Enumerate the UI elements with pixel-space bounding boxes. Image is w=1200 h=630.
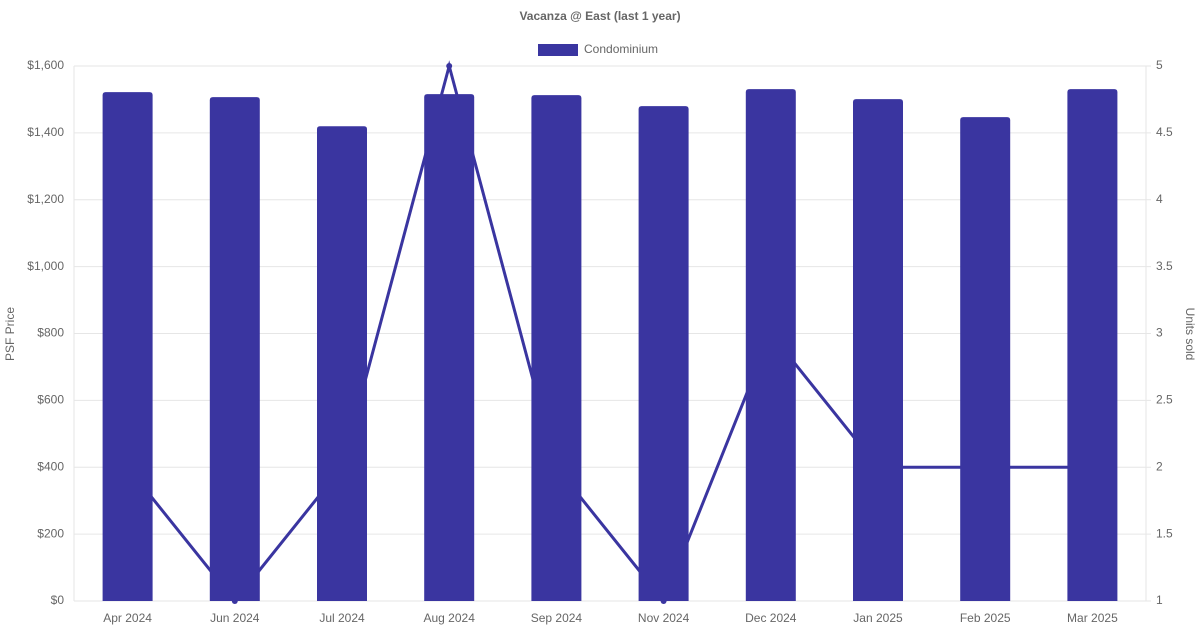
bar — [317, 126, 367, 601]
chart-title: Vacanza @ East (last 1 year) — [519, 9, 680, 23]
y-tick-label: $600 — [37, 393, 64, 407]
x-tick-label: Jan 2025 — [853, 611, 903, 625]
x-tick-label: Jun 2024 — [210, 611, 260, 625]
bar — [531, 95, 582, 601]
legend-label: Condominium — [584, 42, 658, 56]
y2-tick-label: 2.5 — [1156, 393, 1173, 407]
y2-tick-label: 1 — [1156, 593, 1163, 607]
legend-swatch — [538, 44, 578, 56]
bar — [638, 106, 689, 601]
bar — [209, 97, 260, 602]
y2-axis-title: Units sold — [1183, 308, 1197, 361]
line-point — [446, 63, 453, 69]
y-axis-title: PSF Price — [3, 307, 17, 361]
y-tick-label: $800 — [37, 326, 64, 340]
y-tick-label: $200 — [37, 526, 64, 540]
x-tick-label: Apr 2024 — [103, 611, 152, 625]
y-tick-label: $400 — [37, 459, 64, 473]
bar — [853, 99, 903, 602]
y2-tick-label: 5 — [1156, 58, 1163, 72]
x-tick-label: Sep 2024 — [531, 611, 583, 625]
bar — [102, 92, 153, 602]
x-tick-label: Aug 2024 — [424, 611, 476, 625]
bar — [745, 89, 796, 602]
x-tick-label: Mar 2025 — [1067, 611, 1118, 625]
y2-tick-label: 1.5 — [1156, 526, 1173, 540]
y-tick-label: $0 — [51, 593, 65, 607]
x-tick-label: Feb 2025 — [960, 611, 1011, 625]
x-tick-label: Dec 2024 — [745, 611, 797, 625]
y-tick-label: $1,400 — [27, 125, 64, 139]
line — [126, 60, 1093, 604]
y-tick-label: $1,200 — [27, 192, 64, 206]
bar — [1067, 89, 1118, 602]
y2-tick-label: 3 — [1156, 326, 1163, 340]
y2-tick-label: 2 — [1156, 459, 1163, 473]
y-tick-label: $1,000 — [27, 259, 64, 273]
y-tick-label: $1,600 — [27, 58, 64, 72]
y2-tick-label: 4 — [1156, 192, 1163, 206]
bar — [424, 94, 475, 602]
bar — [960, 117, 1011, 602]
y2-tick-label: 4.5 — [1156, 125, 1173, 139]
x-tick-label: Jul 2024 — [319, 611, 365, 625]
y2-tick-label: 3.5 — [1156, 259, 1173, 273]
x-tick-label: Nov 2024 — [638, 611, 690, 625]
